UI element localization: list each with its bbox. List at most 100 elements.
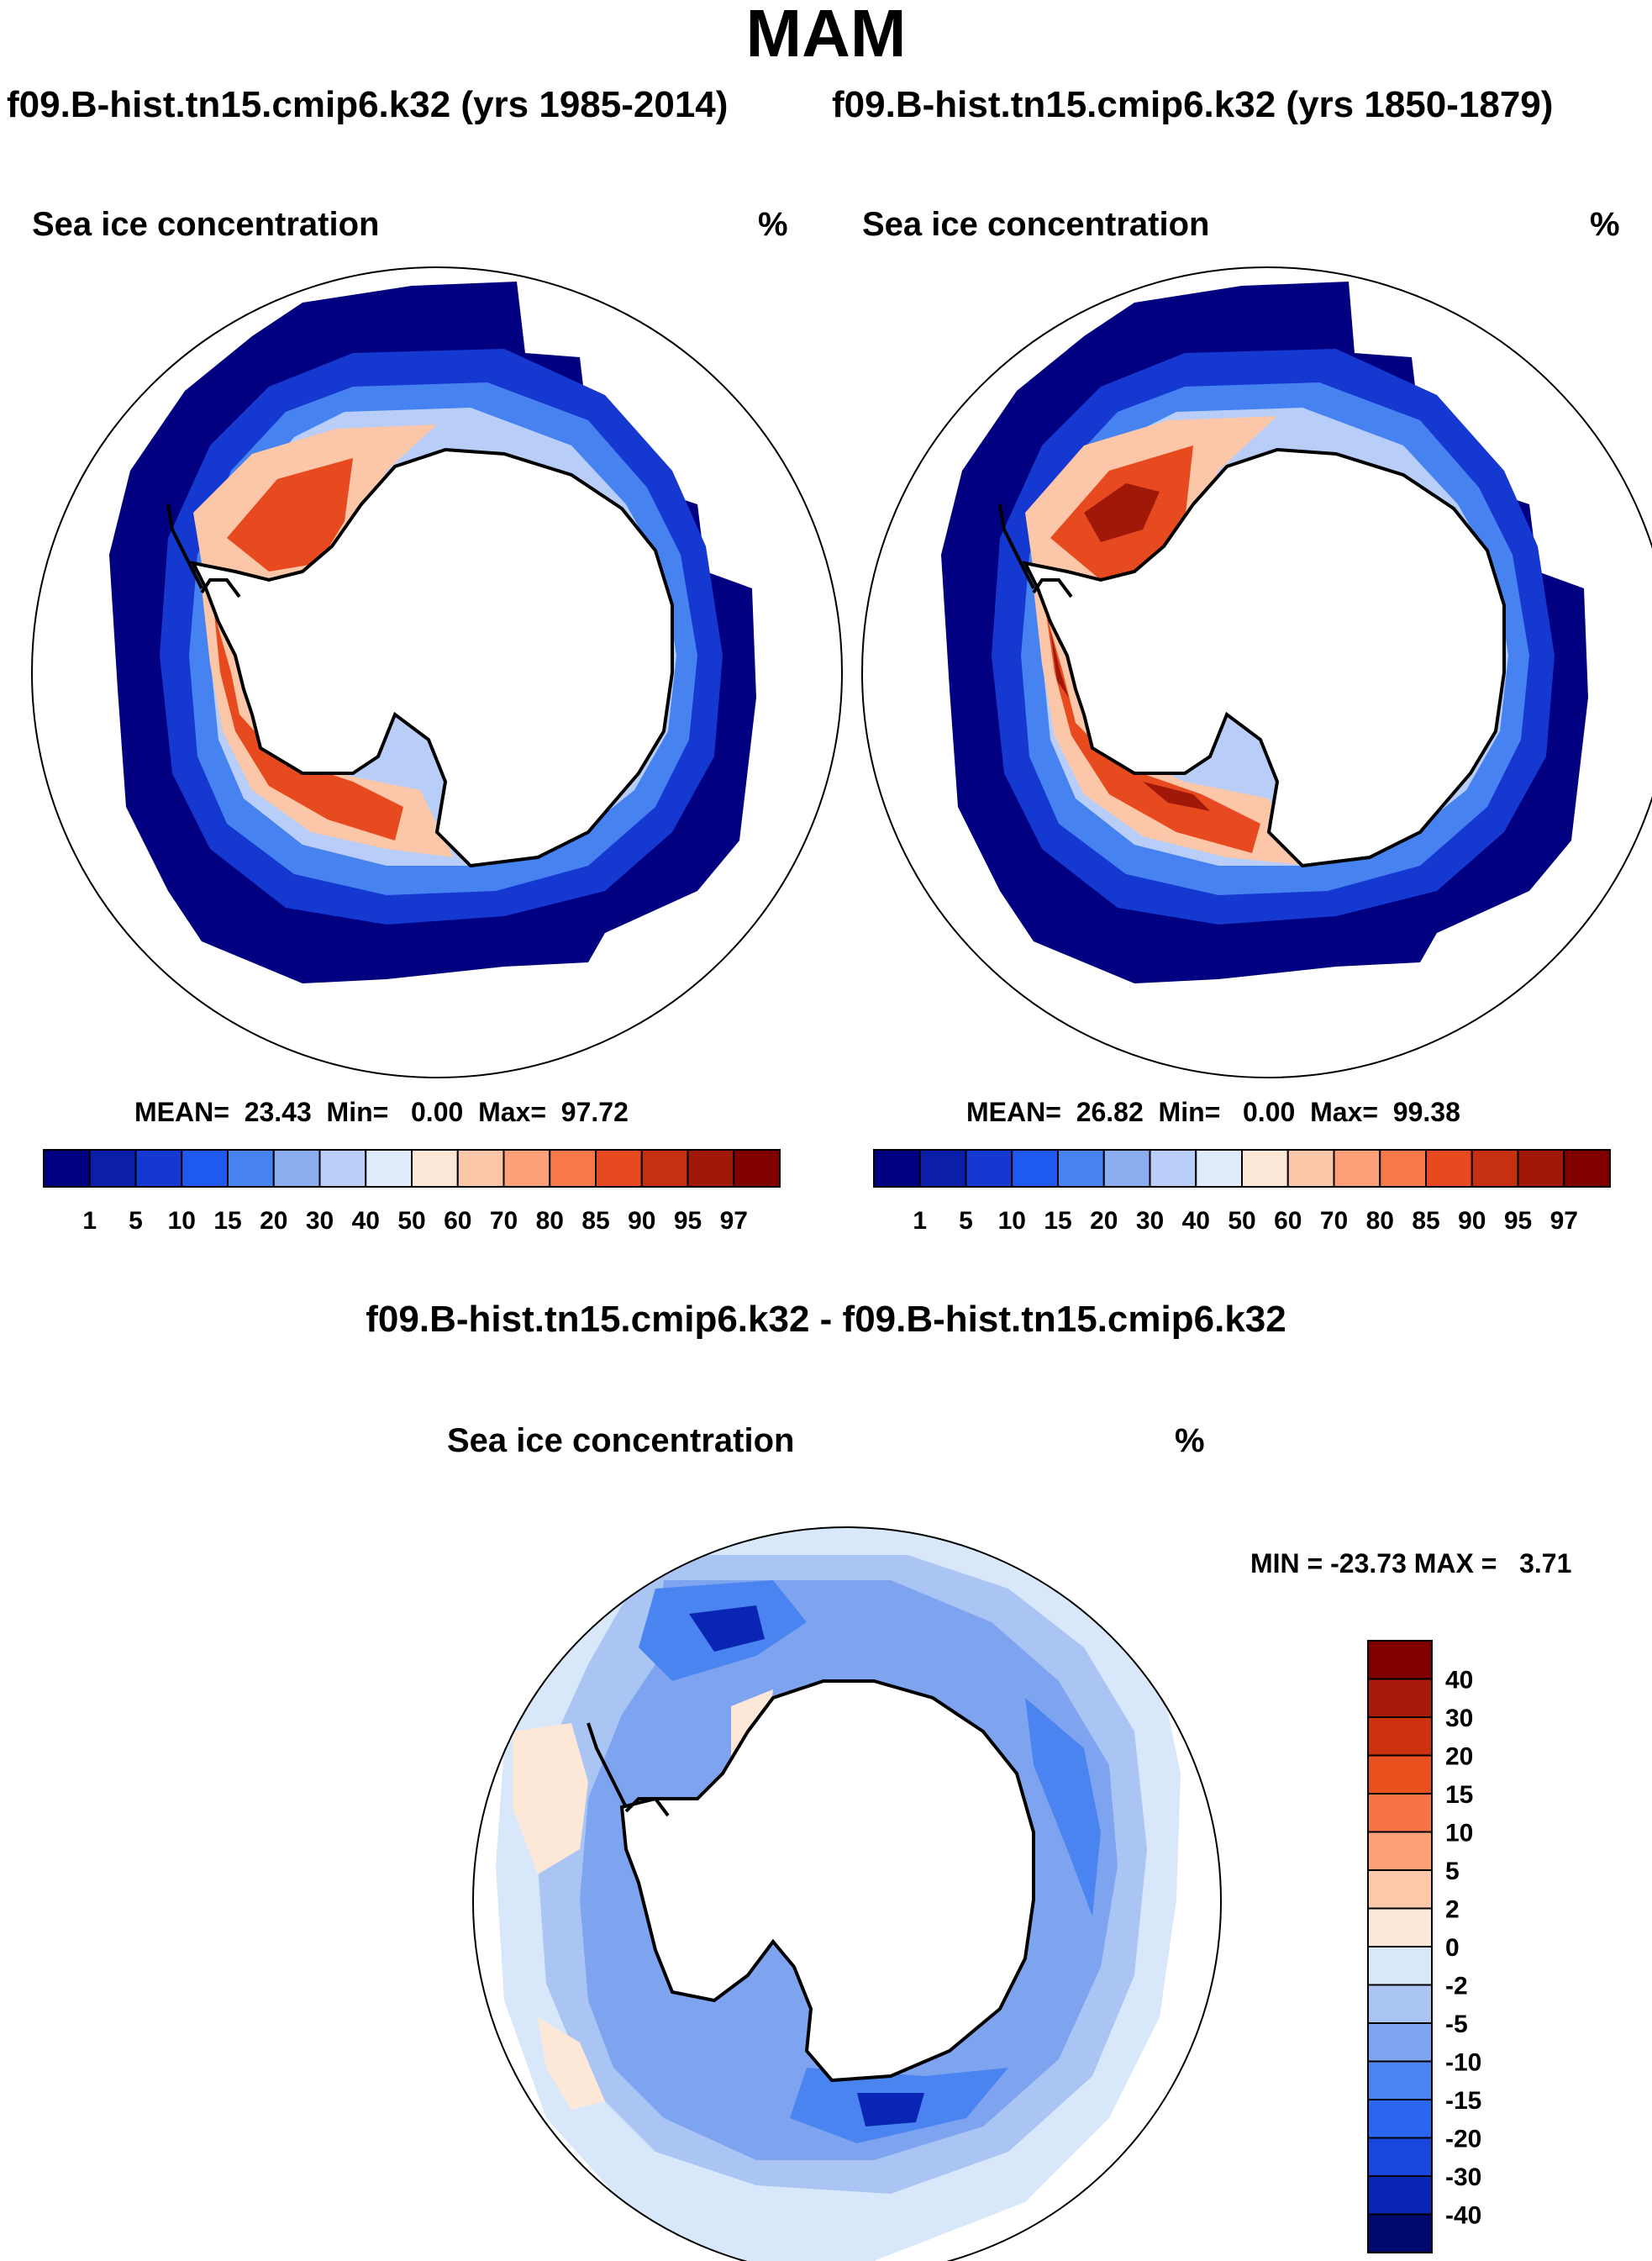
colorbar-1-box-5 (1102, 1149, 1151, 1188)
antarctica-diff (619, 1679, 1035, 2083)
colorbar-0-label-6: 40 (352, 1207, 380, 1235)
colorbar-0-box-9 (456, 1149, 505, 1188)
colorbar-1-label-10: 80 (1366, 1207, 1394, 1235)
colorbar-1-box-15 (1563, 1149, 1611, 1188)
colorbar-1-box-13 (1470, 1149, 1519, 1188)
colorbar-2-box-12 (1367, 1754, 1433, 1795)
colorbar-1-label-12: 90 (1458, 1207, 1486, 1235)
colorbar-1-box-1 (918, 1149, 967, 1188)
colorbar-1-box-3 (1011, 1149, 1059, 1188)
colorbar-0-box-5 (272, 1149, 321, 1188)
diff-field-positive (513, 1689, 773, 2110)
variable-label-diff: Sea ice concentration (447, 1422, 795, 1459)
colorbar-0-box-12 (595, 1149, 643, 1188)
peninsula-diff (587, 1722, 670, 1817)
colorbar-1-box-7 (1195, 1149, 1243, 1188)
colorbar-2-box-1 (1367, 2175, 1433, 2216)
subtitle-right: f09.B-hist.tn15.cmip6.k32 (yrs 1850-1879… (832, 84, 1554, 125)
colorbar-2-label-4: -10 (1445, 2049, 1481, 2077)
colorbar-0-box-8 (411, 1149, 459, 1188)
colorbar-1-label-14: 97 (1550, 1207, 1578, 1235)
colorbar-2-label-2: -20 (1445, 2126, 1481, 2153)
colorbar-1-box-9 (1286, 1149, 1335, 1188)
map-panel-right (861, 266, 1652, 1078)
colorbar-0-label-12: 90 (628, 1207, 655, 1235)
colorbar-2-label-3: -15 (1445, 2087, 1481, 2115)
map-boundary-left (31, 266, 843, 1078)
colorbar-2-label-6: -2 (1445, 1973, 1468, 2000)
colorbar-1-label-3: 15 (1044, 1207, 1071, 1235)
peninsula-right (998, 503, 1073, 598)
colorbar-0-label-9: 70 (490, 1207, 518, 1235)
colorbar-0-box-13 (640, 1149, 689, 1188)
colorbar-2-box-11 (1367, 1793, 1433, 1833)
variable-label-right: Sea ice concentration (862, 206, 1210, 243)
colorbar-2-box-7 (1367, 1946, 1433, 1986)
colorbar-2-box-8 (1367, 1907, 1433, 1947)
colorbar-0-box-0 (43, 1149, 91, 1188)
colorbar-1-box-2 (965, 1149, 1013, 1188)
subtitle-diff: f09.B-hist.tn15.cmip6.k32 - f09.B-hist.t… (366, 1299, 1286, 1340)
colorbar-1-box-6 (1149, 1149, 1197, 1188)
colorbar-2-box-4 (1367, 2060, 1433, 2100)
colorbar-2-label-0: -40 (1445, 2202, 1481, 2230)
stats-right: MEAN= 26.82 Min= 0.00 Max= 99.38 (966, 1097, 1460, 1127)
colorbar-1-label-9: 70 (1320, 1207, 1348, 1235)
units-label-diff: % (1175, 1422, 1205, 1459)
colorbar-1-box-0 (873, 1149, 921, 1188)
stats-diff: MIN = -23.73 MAX = 3.71 (1250, 1548, 1572, 1578)
colorbar-0-label-3: 15 (213, 1207, 241, 1235)
diff-field-strong (639, 1580, 1101, 2143)
colorbar-1-box-14 (1517, 1149, 1565, 1188)
colorbar-1-box-8 (1241, 1149, 1289, 1188)
map-boundary-right (861, 266, 1652, 1078)
colorbar-0-label-11: 85 (581, 1207, 609, 1235)
colorbar-2-label-1: -30 (1445, 2163, 1481, 2191)
colorbar-1-box-11 (1379, 1149, 1427, 1188)
antarctica-right (1022, 447, 1506, 868)
colorbar-2-box-10 (1367, 1831, 1433, 1871)
subtitle-left: f09.B-hist.tn15.cmip6.k32 (yrs 1985-2014… (7, 84, 729, 125)
colorbar-0-box-3 (181, 1149, 229, 1188)
variable-label-left: Sea ice concentration (32, 206, 380, 243)
colorbar-1-label-11: 85 (1412, 1207, 1439, 1235)
colorbar-0-box-7 (365, 1149, 413, 1188)
peninsula-left (166, 503, 241, 598)
colorbar-2-box-0 (1367, 2213, 1433, 2253)
colorbar-0-label-2: 10 (168, 1207, 196, 1235)
colorbar-0-label-7: 50 (397, 1207, 425, 1235)
colorbar-0-box-6 (318, 1149, 367, 1188)
units-label-right: % (1590, 206, 1620, 243)
colorbar-0-box-1 (88, 1149, 137, 1188)
colorbar-0-box-10 (502, 1149, 551, 1188)
colorbar-2-box-15 (1367, 1640, 1433, 1680)
colorbar-2-box-2 (1367, 2137, 1433, 2177)
main-title: MAM (745, 0, 907, 71)
colorbar-right: 1 5 10 15 20 30 40 50 60 70 80 85 90 95 97 (873, 1149, 1611, 1235)
colorbar-1-label-1: 5 (959, 1207, 973, 1235)
colorbar-0-label-1: 5 (129, 1207, 143, 1235)
colorbar-2-label-10: 10 (1445, 1820, 1473, 1847)
colorbar-0-label-8: 60 (444, 1207, 471, 1235)
colorbar-2-box-14 (1367, 1678, 1433, 1718)
colorbar-2-label-11: 15 (1445, 1781, 1473, 1809)
colorbar-1-label-2: 10 (998, 1207, 1026, 1235)
colorbar-1-label-4: 20 (1090, 1207, 1118, 1235)
colorbar-0-box-14 (687, 1149, 735, 1188)
colorbar-0-box-15 (733, 1149, 781, 1188)
colorbar-0-label-0: 1 (82, 1207, 97, 1235)
colorbar-0-label-10: 80 (536, 1207, 564, 1235)
colorbar-2-box-6 (1367, 1984, 1433, 2024)
colorbar-left: 1 5 10 15 20 30 40 50 60 70 80 85 90 95 97 (43, 1149, 781, 1235)
colorbar-2-box-3 (1367, 2099, 1433, 2139)
colorbar-2-box-9 (1367, 1869, 1433, 1910)
colorbar-2-box-13 (1367, 1716, 1433, 1757)
colorbar-2-label-9: 5 (1445, 1858, 1460, 1885)
stats-left: MEAN= 23.43 Min= 0.00 Max= 97.72 (134, 1097, 629, 1127)
colorbar-0-box-2 (134, 1149, 183, 1188)
map-panel-left (31, 266, 843, 1078)
colorbar-2-label-8: 2 (1445, 1896, 1460, 1924)
map-boundary-diff (472, 1526, 1222, 2261)
